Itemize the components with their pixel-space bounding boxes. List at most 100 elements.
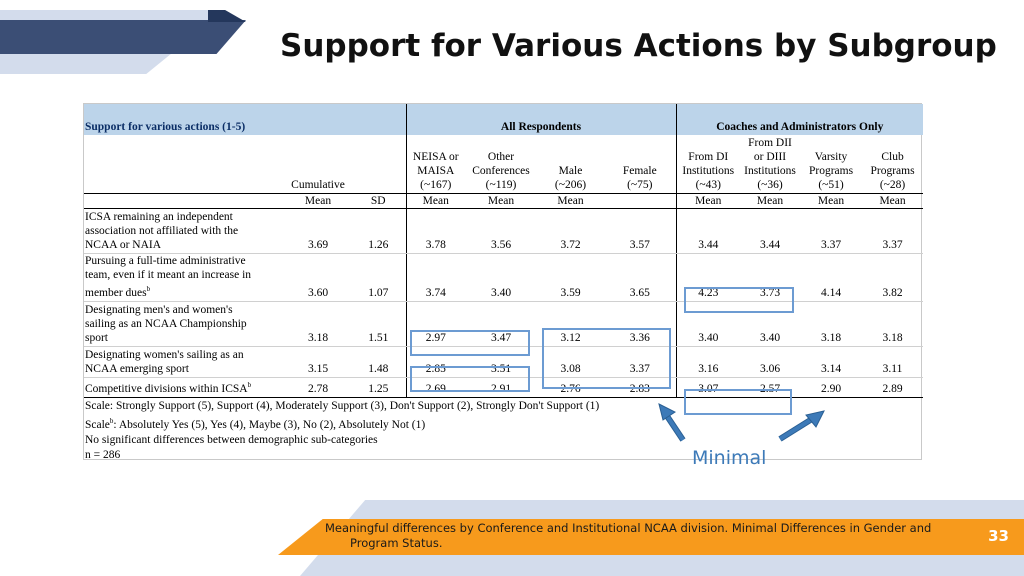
footer-banner — [278, 519, 1024, 555]
table-cell: 3.08 — [537, 346, 604, 378]
table-row: Designating men's and women's sailing as … — [84, 301, 924, 347]
table-cell: 2.85 — [405, 346, 465, 378]
measure-row: Mean SD Mean Mean Mean Mean Mean Mean Mean — [84, 192, 924, 209]
column-header: From DII or DIII Institutions (~36) — [744, 136, 796, 191]
table-cell: 3.57 — [604, 208, 677, 254]
table-cell: 3.40 — [675, 301, 741, 347]
decor-band-dark — [0, 20, 246, 54]
table-cell: 3.18 — [800, 301, 863, 347]
table-cell: 3.74 — [405, 253, 465, 302]
table-cell: 2.97 — [405, 301, 465, 347]
measure-label — [604, 192, 677, 209]
table-cell: 3.44 — [740, 208, 801, 254]
table-cell: 3.69 — [285, 208, 351, 254]
table-cell: 3.18 — [862, 301, 924, 347]
table-cell: 3.07 — [675, 377, 741, 398]
table-cell: 3.16 — [675, 346, 741, 378]
arrow-up-left-icon — [658, 403, 686, 442]
table-cell: 1.25 — [351, 377, 406, 398]
measure-label: Mean — [405, 192, 465, 209]
table-cell: 2.90 — [800, 377, 863, 398]
measure-label: Mean — [285, 192, 351, 209]
measure-label: Mean — [740, 192, 801, 209]
group-all-respondents: All Respondents — [405, 104, 677, 135]
column-header: Female (~75) — [622, 164, 657, 191]
no-difference-note: No significant differences between demog… — [85, 433, 378, 446]
column-header: Male (~206) — [554, 164, 587, 191]
table-cell: 3.14 — [800, 346, 863, 378]
footer-line-2: Program Status. — [350, 536, 443, 550]
minimal-callout: Minimal — [692, 447, 767, 469]
table-cell: 3.11 — [862, 346, 924, 378]
table-cell: 3.40 — [465, 253, 537, 302]
table-cell: 3.56 — [465, 208, 537, 254]
measure-label: Mean — [862, 192, 924, 209]
table-cell: 3.60 — [285, 253, 351, 302]
row-label-measure — [84, 192, 285, 209]
table-row: ICSA remaining an independent association… — [84, 208, 924, 254]
column-header: From DI Institutions (~43) — [675, 135, 741, 193]
table-cell: 3.82 — [862, 253, 924, 302]
column-header: Varsity Programs (~51) — [808, 150, 854, 191]
table-cell: 3.06 — [740, 346, 801, 378]
row-label: Designating women's sailing as an NCAA em… — [84, 346, 285, 378]
row-label: Designating men's and women's sailing as … — [84, 301, 285, 347]
measure-label: Mean — [537, 192, 604, 209]
table-cell: 3.47 — [465, 301, 537, 347]
table-cell: 3.15 — [285, 346, 351, 378]
sample-size-note: n = 286 — [85, 448, 121, 461]
footer-line-1: Meaningful differences by Conference and… — [325, 521, 932, 535]
corner-label: Support for various actions (1-5) — [84, 104, 406, 135]
table-cell: 3.51 — [465, 346, 537, 378]
table-row: Pursuing a full-time administrative team,… — [84, 253, 924, 302]
table-cell: 3.37 — [800, 208, 863, 254]
highlight-box-division-row5 — [684, 389, 792, 415]
scale-note: Scale: Strongly Support (5), Support (4)… — [85, 399, 600, 412]
highlight-box-division-row2 — [684, 287, 794, 313]
table-cell: 3.72 — [537, 208, 604, 254]
page-number: 33 — [988, 527, 1009, 545]
column-header — [351, 135, 406, 193]
scale-b-note: Scaleb: Absolutely Yes (5), Yes (4), May… — [85, 416, 426, 431]
table-cell: 1.07 — [351, 253, 406, 302]
table-cell: 3.37 — [604, 346, 677, 378]
table-cell: 1.48 — [351, 346, 406, 378]
table-cell: 1.26 — [351, 208, 406, 254]
table-cell: 4.14 — [800, 253, 863, 302]
group-header-row: Support for various actions (1-5) All Re… — [84, 104, 924, 135]
measure-label: Mean — [675, 192, 741, 209]
highlight-box-conference-row3 — [410, 330, 530, 356]
row-label: ICSA remaining an independent association… — [84, 208, 285, 254]
table-cell: 3.73 — [740, 253, 801, 302]
table-cell: 3.44 — [675, 208, 741, 254]
table-cell: 3.40 — [740, 301, 801, 347]
table-cell: 1.51 — [351, 301, 406, 347]
measure-label: Mean — [800, 192, 863, 209]
table-cell: 3.78 — [405, 208, 465, 254]
column-header: NEISA or MAISA (~167) — [405, 135, 465, 193]
row-label: Pursuing a full-time administrative team,… — [84, 253, 285, 302]
column-header-row: Cumulative NEISA or MAISA (~167) Other Confer… — [84, 135, 923, 193]
arrow-up-right-icon — [778, 410, 825, 442]
table-cell: 3.37 — [862, 208, 924, 254]
footer-note: Meaningful differences by Conference and… — [325, 521, 965, 551]
table-cell: 3.65 — [604, 253, 677, 302]
table-cell: 3.12 — [537, 301, 604, 347]
table-notes: Scale: Strongly Support (5), Support (4)… — [84, 398, 921, 464]
column-header: Club Programs (~28) — [870, 150, 915, 191]
table-row: Designating women's sailing as an NCAA em… — [84, 346, 924, 378]
table-cell: 2.89 — [862, 377, 924, 398]
table-cell: 3.36 — [604, 301, 677, 347]
measure-label: SD — [351, 192, 406, 209]
column-header: Cumulative — [291, 178, 345, 191]
slide-title: Support for Various Actions by Subgroup — [280, 28, 997, 64]
results-table: Support for various actions (1-5) All Re… — [84, 104, 924, 398]
group-coaches-admins: Coaches and Administrators Only — [675, 104, 924, 135]
table-cell: 3.59 — [537, 253, 604, 302]
results-table-frame: Support for various actions (1-5) All Re… — [83, 103, 924, 461]
highlight-box-conference-row4 — [410, 366, 530, 392]
table-cell: 2.78 — [285, 377, 351, 398]
table-cell: 4.23 — [675, 253, 741, 302]
row-label-header — [84, 135, 285, 193]
column-header: Other Conferences (~119) — [472, 150, 530, 191]
